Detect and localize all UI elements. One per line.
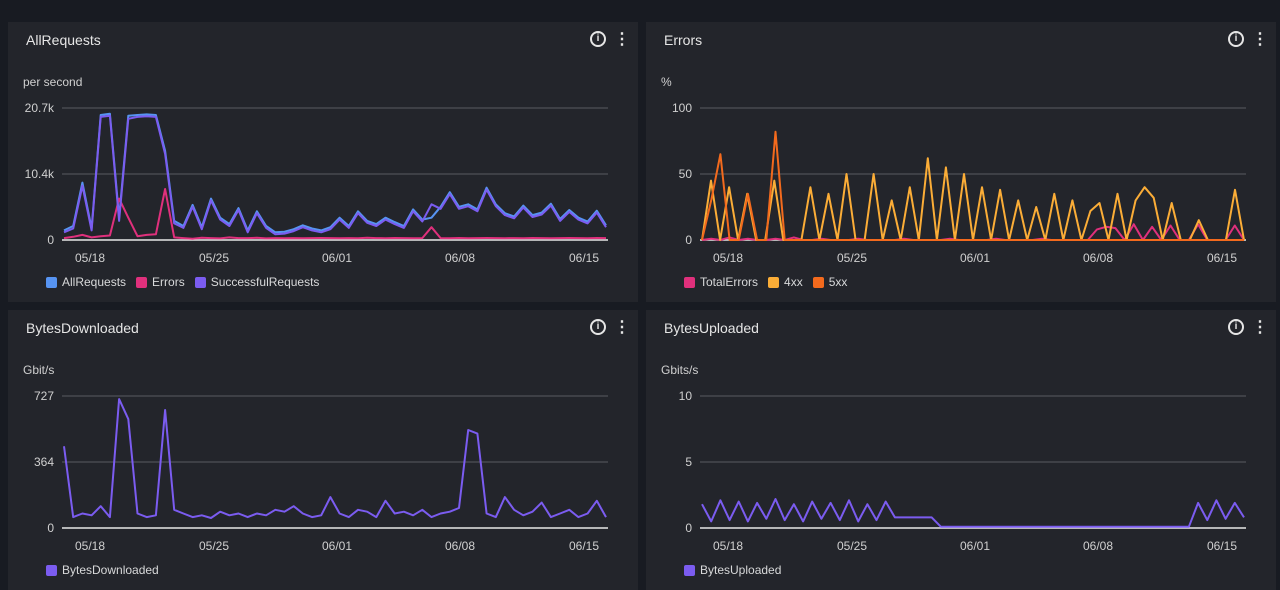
panel-title: Errors <box>664 32 703 48</box>
x-tick-label: 06/01 <box>322 539 352 553</box>
y-axis-unit: per second <box>23 75 83 89</box>
series-line-errors[interactable] <box>63 188 607 240</box>
more-vertical-icon[interactable]: ⋮ <box>614 319 630 336</box>
x-tick-label: 06/01 <box>960 251 990 265</box>
legend-swatch <box>684 276 695 288</box>
y-tick-label: 100 <box>672 101 692 115</box>
legend-label: 4xx <box>784 275 803 289</box>
x-tick-label: 06/01 <box>960 539 990 553</box>
legend-item-allrequests[interactable]: AllRequests <box>46 275 126 289</box>
y-axis-unit: Gbits/s <box>661 363 699 377</box>
x-tick-label: 06/08 <box>445 539 475 553</box>
info-icon[interactable]: i <box>590 319 606 335</box>
legend-swatch <box>768 276 780 288</box>
series-line-bytesuploaded[interactable] <box>701 498 1245 528</box>
legend-swatch <box>684 564 695 576</box>
panel-icons: i ⋮ <box>1228 31 1268 48</box>
legend-item-bytesuploaded[interactable]: BytesUploaded <box>684 563 781 577</box>
legend-label: SuccessfulRequests <box>210 275 320 289</box>
panel-bytes-downloaded: BytesDownloaded i ⋮ Gbit/s 0 364 727 05/18 0… <box>8 310 638 590</box>
more-vertical-icon[interactable]: ⋮ <box>1252 319 1268 336</box>
series-line-bytesdownloaded[interactable] <box>63 398 607 519</box>
chart-bytes-downloaded: 0 364 727 05/18 05/25 06/01 06/08 06/15 <box>34 389 608 553</box>
legend-item-bytesdownloaded[interactable]: BytesDownloaded <box>46 563 159 577</box>
legend-item-successfulrequests[interactable]: SuccessfulRequests <box>194 275 320 289</box>
x-tick-label: 05/18 <box>713 251 743 265</box>
x-tick-label: 06/01 <box>322 251 352 265</box>
panel-all-requests: AllRequests i ⋮ per second 0 10.4k 20.7k 05… <box>8 22 638 302</box>
x-tick-label: 06/15 <box>1207 251 1237 265</box>
panel-icons: i ⋮ <box>1228 319 1268 336</box>
x-tick-label: 05/25 <box>199 539 229 553</box>
legend-item-errors[interactable]: Errors <box>136 275 185 289</box>
chart-all-requests: 0 10.4k 20.7k 05/18 05/25 06/01 06/08 06/15 <box>25 101 608 265</box>
panel-title: BytesUploaded <box>664 320 759 336</box>
panel-icons: i ⋮ <box>590 31 630 48</box>
series-line-successfulrequests[interactable] <box>63 114 607 236</box>
legend-label: AllRequests <box>62 275 127 289</box>
panel-title: BytesDownloaded <box>26 320 139 336</box>
legend-swatch <box>136 276 148 288</box>
y-tick-label: 364 <box>34 455 54 469</box>
y-tick-label: 20.7k <box>25 101 55 115</box>
x-tick-label: 06/08 <box>445 251 475 265</box>
series-line-allrequests[interactable] <box>63 112 607 234</box>
x-tick-label: 06/08 <box>1083 251 1113 265</box>
x-tick-label: 06/15 <box>569 251 599 265</box>
y-tick-label: 10 <box>679 389 693 403</box>
x-tick-label: 05/25 <box>199 251 229 265</box>
x-tick-label: 05/25 <box>837 539 867 553</box>
chart-errors: 0 50 100 05/18 05/25 06/01 06/08 06/15 <box>672 101 1246 265</box>
info-icon[interactable]: i <box>590 31 606 47</box>
legend-item-4xx[interactable]: 4xx <box>768 275 803 289</box>
legend: TotalErrors 4xx 5xx <box>684 275 847 289</box>
x-tick-label: 05/25 <box>837 251 867 265</box>
x-tick-label: 06/15 <box>569 539 599 553</box>
series-line-5xx[interactable] <box>701 130 1244 241</box>
legend-swatch <box>46 564 57 576</box>
y-axis-unit: % <box>661 75 672 89</box>
legend-label: TotalErrors <box>700 275 759 289</box>
legend-label: BytesUploaded <box>700 563 782 577</box>
y-tick-label: 0 <box>47 521 54 535</box>
legend: BytesDownloaded <box>46 563 159 577</box>
y-tick-label: 0 <box>685 521 692 535</box>
panel-title: AllRequests <box>26 32 101 48</box>
y-axis-unit: Gbit/s <box>23 363 55 377</box>
info-icon[interactable]: i <box>1228 31 1244 47</box>
legend-swatch <box>812 276 824 288</box>
legend-label: 5xx <box>828 275 848 289</box>
y-tick-label: 50 <box>679 167 693 181</box>
y-tick-label: 0 <box>47 233 54 247</box>
y-tick-label: 5 <box>685 455 692 469</box>
x-tick-label: 05/18 <box>713 539 743 553</box>
legend-item-totalerrors[interactable]: TotalErrors <box>684 275 758 289</box>
legend: AllRequests Errors SuccessfulRequests <box>46 275 319 289</box>
x-tick-label: 05/18 <box>75 251 105 265</box>
y-tick-label: 10.4k <box>25 167 55 181</box>
panel-icons: i ⋮ <box>590 319 630 336</box>
x-tick-label: 05/18 <box>75 539 105 553</box>
legend-item-5xx[interactable]: 5xx <box>812 275 848 289</box>
legend-swatch <box>46 276 57 288</box>
x-tick-label: 06/08 <box>1083 539 1113 553</box>
legend-label: BytesDownloaded <box>62 563 159 577</box>
legend-label: Errors <box>152 275 185 289</box>
legend: BytesUploaded <box>684 563 781 577</box>
y-tick-label: 727 <box>34 389 54 403</box>
panel-bytes-uploaded: BytesUploaded i ⋮ Gbits/s 0 5 10 05/18 05/25… <box>646 310 1276 590</box>
y-tick-label: 0 <box>685 233 692 247</box>
chart-bytes-uploaded: 0 5 10 05/18 05/25 06/01 06/08 06/15 <box>679 389 1246 553</box>
legend-swatch <box>194 276 206 288</box>
info-icon[interactable]: i <box>1228 319 1244 335</box>
more-vertical-icon[interactable]: ⋮ <box>614 31 630 48</box>
more-vertical-icon[interactable]: ⋮ <box>1252 31 1268 48</box>
x-tick-label: 06/15 <box>1207 539 1237 553</box>
panel-errors: Errors i ⋮ % 0 50 100 05/18 05/25 06/01 06/08 0… <box>646 22 1276 302</box>
